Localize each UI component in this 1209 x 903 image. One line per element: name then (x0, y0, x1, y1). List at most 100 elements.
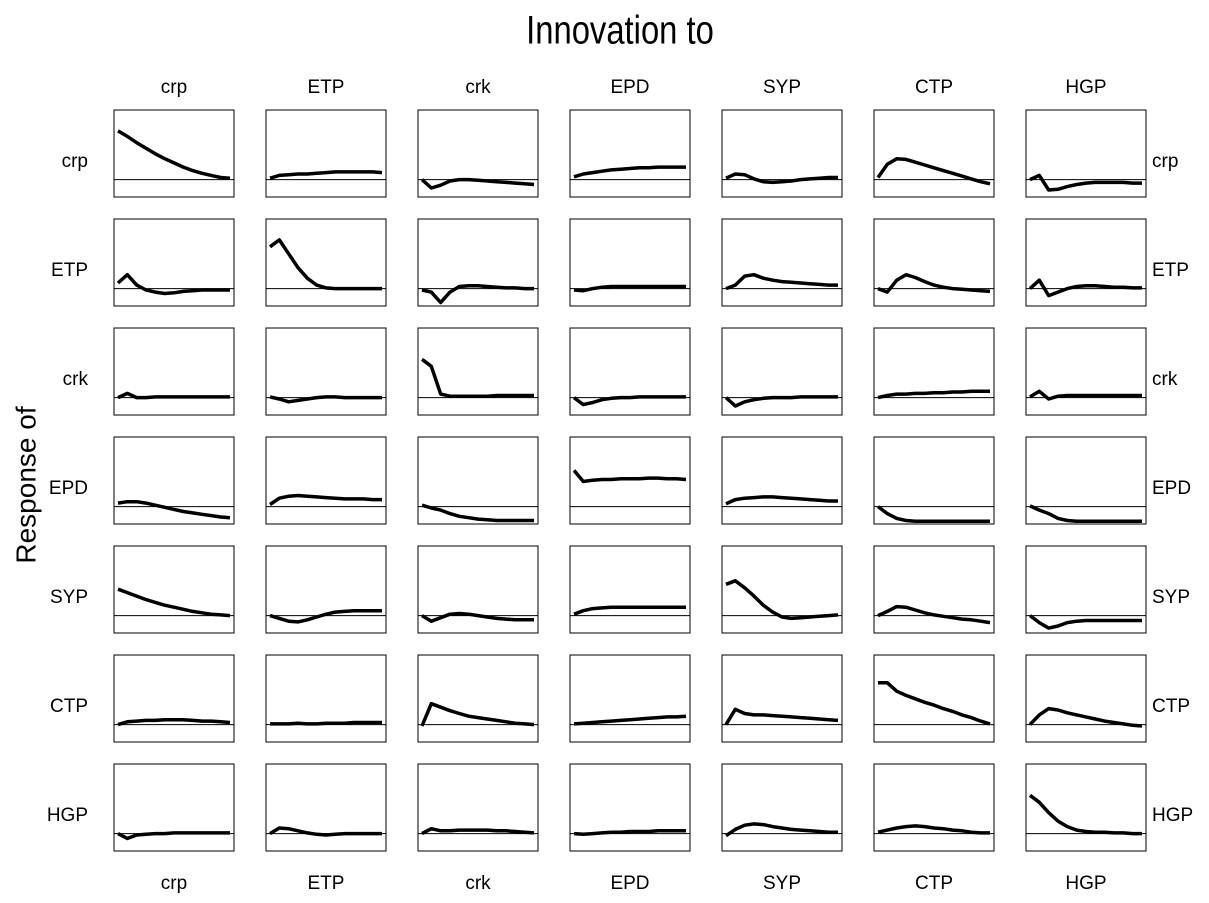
panel-frame (265, 327, 387, 416)
row-label-right: ETP (1152, 260, 1189, 281)
row-label: crp (62, 151, 88, 172)
response-line (117, 717, 231, 727)
panel-frame (721, 436, 843, 525)
panel-frame (873, 327, 995, 416)
panel-frame (721, 654, 843, 743)
panel-frame (265, 654, 387, 743)
panel-frame (569, 109, 691, 198)
response-line (420, 177, 535, 190)
row-label: EPD (49, 478, 88, 499)
panel-frame (417, 654, 539, 743)
panel-frame (417, 545, 539, 634)
panel-frame (113, 218, 235, 307)
response-line (876, 505, 990, 523)
column-label-bottom: HGP (1065, 873, 1106, 894)
response-line (117, 129, 231, 180)
panel-frame (1025, 109, 1147, 198)
row-label: ETP (51, 260, 88, 281)
column-label-bottom: ETP (308, 873, 345, 894)
panel-frame (721, 763, 843, 852)
response-line (117, 831, 230, 841)
panel-frame (1025, 327, 1147, 416)
response-line (725, 579, 839, 621)
panel-frame (1025, 218, 1147, 307)
panel-frame (873, 763, 995, 852)
response-line (1028, 614, 1142, 630)
row-label: CTP (50, 696, 88, 717)
panel-frame (873, 545, 995, 634)
response-line (573, 284, 686, 293)
column-label: EPD (610, 77, 649, 98)
row-label: crk (63, 369, 89, 390)
panel-frame (721, 109, 843, 198)
response-line (1028, 278, 1142, 298)
response-line (573, 829, 686, 837)
response-line (1029, 389, 1142, 401)
response-line (724, 707, 839, 726)
response-line (269, 170, 383, 180)
response-line (725, 172, 838, 185)
response-line (725, 822, 838, 838)
row-label: SYP (50, 587, 88, 608)
panel-frame (873, 654, 995, 743)
response-line (117, 587, 231, 618)
row-label-right: crp (1152, 151, 1178, 172)
panel-frame (113, 763, 235, 852)
panel-frame (417, 109, 539, 198)
panel-frame (1025, 436, 1147, 525)
response-line (724, 395, 838, 408)
column-label: HGP (1065, 77, 1106, 98)
response-line (877, 389, 990, 400)
chart-title: Innovation to (526, 7, 714, 52)
panel-frame (113, 654, 235, 743)
panel-frame (569, 545, 691, 634)
response-line (573, 605, 686, 616)
response-line (877, 824, 990, 835)
panel-frame (113, 109, 235, 198)
panel-frame (417, 763, 539, 852)
response-line (117, 391, 230, 400)
panel-frame (1025, 654, 1147, 743)
panel-frame (265, 109, 387, 198)
panel-frame (873, 436, 995, 525)
column-label-bottom: crp (161, 873, 187, 894)
column-label-bottom: CTP (915, 873, 953, 894)
column-label: ETP (308, 77, 345, 98)
response-line (1028, 706, 1143, 728)
response-line (420, 701, 535, 727)
response-line (269, 493, 382, 506)
response-line (1029, 504, 1142, 523)
response-line (877, 272, 991, 294)
panel-frame (1025, 763, 1147, 852)
panel-frame (569, 327, 691, 416)
column-label: SYP (763, 77, 801, 98)
panel-frame (417, 218, 539, 307)
panel-frame (721, 218, 843, 307)
panel-frame (265, 436, 387, 525)
response-line (878, 681, 991, 726)
column-label-bottom: crk (465, 873, 491, 894)
response-line (269, 826, 382, 837)
response-line (269, 608, 382, 624)
response-line (1028, 793, 1142, 836)
y-axis-label: Response of (10, 406, 41, 563)
panel-frame (113, 327, 235, 416)
panel-frame (113, 545, 235, 634)
response-line (269, 395, 382, 404)
response-line (573, 165, 686, 179)
response-line (573, 714, 687, 726)
panel-frame (1025, 545, 1147, 634)
response-line (876, 156, 991, 186)
row-label-right: SYP (1152, 587, 1190, 608)
panel-frame (873, 218, 995, 307)
response-line (572, 469, 687, 484)
column-label-bottom: SYP (763, 873, 801, 894)
panel-frame (569, 218, 691, 307)
response-line (117, 499, 231, 520)
panel-frame (721, 327, 843, 416)
panel-frame (265, 218, 387, 307)
row-label-right: CTP (1152, 696, 1190, 717)
panel-frame (265, 763, 387, 852)
panel-frame (417, 327, 539, 416)
